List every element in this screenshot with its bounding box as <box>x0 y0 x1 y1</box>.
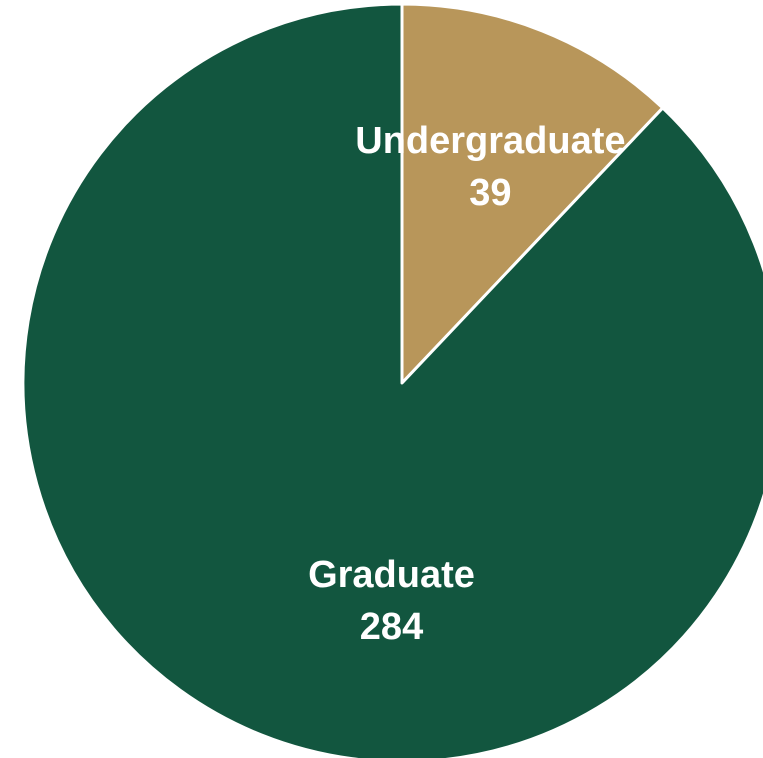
labels-layer: Undergraduate 39 Graduate 284 <box>308 120 625 648</box>
slice-label-undergraduate: Undergraduate <box>355 120 625 162</box>
pie-slice-undergraduate <box>400 2 665 385</box>
slice-label-graduate: Graduate <box>308 554 475 596</box>
pie-slice-graduate <box>21 2 763 758</box>
slice-value-graduate: 284 <box>360 606 423 648</box>
slice-value-undergraduate: 39 <box>469 172 511 214</box>
slices-layer <box>21 2 763 758</box>
